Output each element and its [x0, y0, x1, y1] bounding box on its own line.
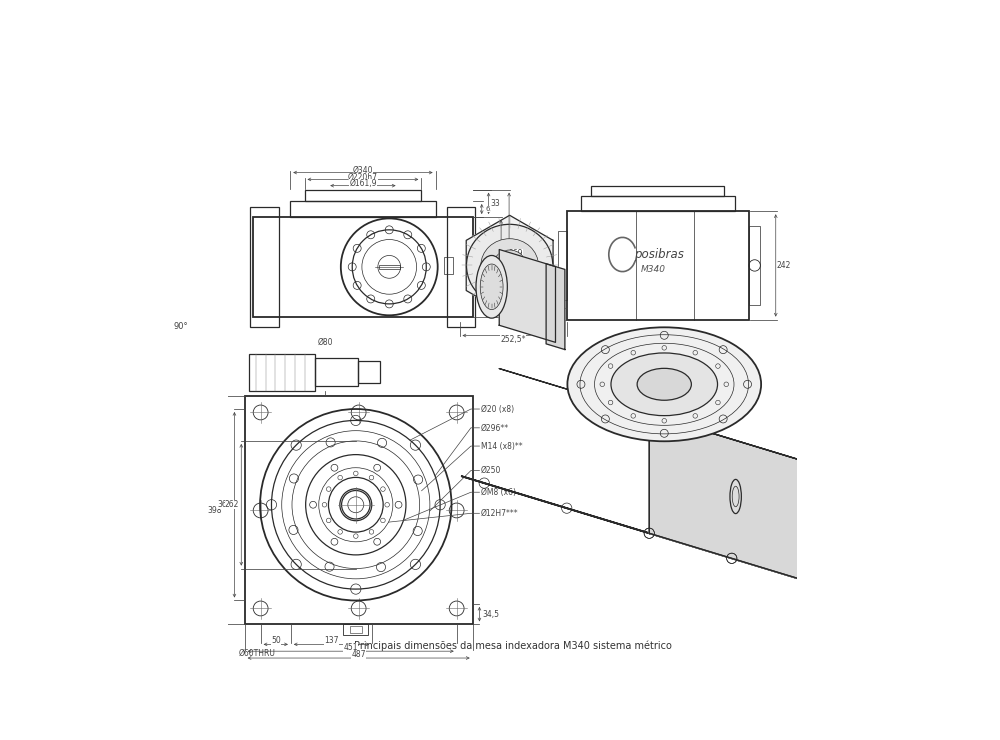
Polygon shape	[462, 477, 837, 591]
Text: Ø296**: Ø296**	[481, 423, 509, 432]
Bar	[591, 186, 724, 196]
Bar	[444, 257, 453, 274]
Text: M14 (x8)**: M14 (x8)**	[481, 442, 522, 451]
Bar	[249, 354, 315, 391]
Ellipse shape	[730, 480, 741, 514]
Text: 6: 6	[485, 206, 490, 212]
Text: M340: M340	[695, 482, 715, 488]
Text: Ø60THRU: Ø60THRU	[239, 649, 276, 658]
Text: 90°: 90°	[173, 322, 188, 332]
Bar	[379, 265, 400, 269]
Bar	[567, 212, 749, 320]
Text: Ø161,9: Ø161,9	[349, 179, 377, 188]
Bar	[179, 223, 216, 311]
Text: ØM8 (x6): ØM8 (x6)	[481, 488, 516, 497]
Ellipse shape	[476, 255, 507, 318]
Ellipse shape	[493, 250, 526, 281]
Text: posibras: posibras	[689, 468, 724, 478]
Text: 230: 230	[501, 263, 515, 272]
Bar	[749, 226, 760, 306]
Ellipse shape	[637, 369, 691, 400]
Ellipse shape	[466, 224, 553, 306]
Text: 50: 50	[271, 636, 281, 645]
Text: Ø340: Ø340	[353, 166, 373, 175]
Ellipse shape	[611, 353, 718, 416]
Polygon shape	[649, 414, 799, 579]
Text: Ø12H7***: Ø12H7***	[481, 509, 518, 518]
Polygon shape	[649, 414, 799, 579]
Circle shape	[507, 263, 512, 269]
Bar	[290, 201, 436, 217]
Bar	[165, 231, 179, 303]
Text: 362: 362	[217, 500, 231, 509]
Bar	[305, 189, 421, 201]
Polygon shape	[546, 263, 565, 349]
Polygon shape	[499, 249, 555, 343]
Text: Ø20 (x8): Ø20 (x8)	[481, 405, 514, 414]
Bar	[358, 361, 380, 383]
Bar	[253, 217, 473, 317]
Text: 398: 398	[208, 506, 222, 515]
Text: 262: 262	[225, 500, 239, 509]
Text: 252,5*: 252,5*	[500, 335, 526, 344]
Bar	[245, 397, 473, 625]
Bar	[558, 231, 567, 300]
Polygon shape	[499, 369, 799, 460]
Bar	[447, 206, 475, 327]
Text: posibras: posibras	[634, 248, 684, 261]
Text: 487: 487	[351, 650, 366, 659]
Ellipse shape	[567, 327, 761, 441]
Text: 5: 5	[560, 320, 564, 326]
Bar	[250, 206, 279, 327]
Text: 33: 33	[491, 199, 500, 208]
Ellipse shape	[480, 264, 503, 309]
Polygon shape	[466, 215, 553, 315]
Text: Ø250: Ø250	[481, 466, 501, 475]
Bar	[581, 196, 735, 212]
Text: 137: 137	[324, 636, 339, 645]
Text: M340: M340	[641, 265, 666, 274]
Bar	[350, 626, 362, 633]
Text: 242: 242	[777, 261, 791, 270]
Text: 34,5: 34,5	[482, 610, 499, 619]
Ellipse shape	[481, 239, 538, 292]
Bar	[343, 625, 368, 635]
Text: Ø220h7: Ø220h7	[348, 172, 378, 181]
Bar	[315, 357, 358, 386]
Text: 451: 451	[343, 643, 358, 652]
Text: Ø80: Ø80	[317, 338, 333, 347]
Text: 269: 269	[509, 249, 523, 258]
Text: Principais dimensões da mesa indexadora M340 sistema métrico: Principais dimensões da mesa indexadora …	[354, 640, 671, 650]
